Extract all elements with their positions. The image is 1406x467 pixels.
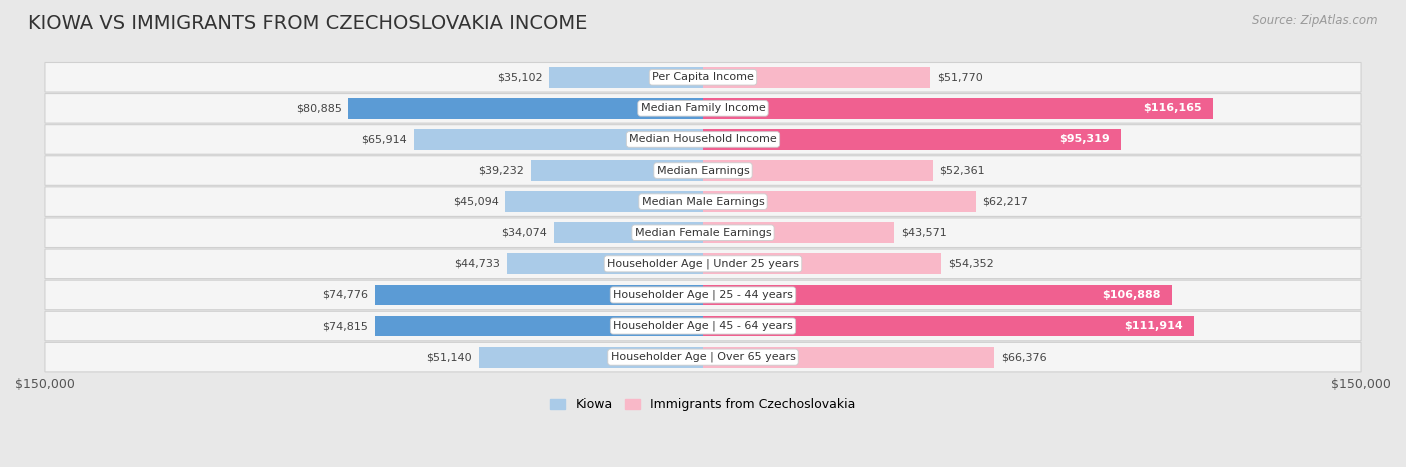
Text: $44,733: $44,733 (454, 259, 501, 269)
Text: $34,074: $34,074 (501, 228, 547, 238)
FancyBboxPatch shape (45, 342, 1361, 372)
Bar (548, 67, 703, 88)
Text: $54,352: $54,352 (948, 259, 994, 269)
Bar (349, 98, 703, 119)
Text: $80,885: $80,885 (295, 103, 342, 113)
Bar (506, 254, 703, 274)
Text: $51,140: $51,140 (426, 352, 472, 362)
Bar (413, 129, 703, 150)
Text: $95,319: $95,319 (1060, 134, 1111, 144)
Bar (703, 347, 994, 368)
Text: $43,571: $43,571 (901, 228, 946, 238)
FancyBboxPatch shape (45, 63, 1361, 92)
Text: Householder Age | Over 65 years: Householder Age | Over 65 years (610, 352, 796, 362)
FancyBboxPatch shape (45, 156, 1361, 185)
Text: KIOWA VS IMMIGRANTS FROM CZECHOSLOVAKIA INCOME: KIOWA VS IMMIGRANTS FROM CZECHOSLOVAKIA … (28, 14, 588, 33)
Bar (531, 160, 703, 181)
Bar (554, 222, 703, 243)
Text: $74,815: $74,815 (322, 321, 368, 331)
Text: $111,914: $111,914 (1125, 321, 1182, 331)
FancyBboxPatch shape (45, 280, 1361, 310)
Bar (703, 67, 931, 88)
Bar (703, 129, 1121, 150)
Text: $74,776: $74,776 (322, 290, 368, 300)
FancyBboxPatch shape (45, 93, 1361, 123)
Bar (703, 254, 942, 274)
Text: $106,888: $106,888 (1102, 290, 1161, 300)
Text: $39,232: $39,232 (478, 165, 524, 176)
Text: $66,376: $66,376 (1001, 352, 1046, 362)
Text: $35,102: $35,102 (496, 72, 543, 82)
Bar (505, 191, 703, 212)
Text: Per Capita Income: Per Capita Income (652, 72, 754, 82)
Text: Median Earnings: Median Earnings (657, 165, 749, 176)
Legend: Kiowa, Immigrants from Czechoslovakia: Kiowa, Immigrants from Czechoslovakia (546, 393, 860, 416)
FancyBboxPatch shape (45, 249, 1361, 279)
Text: $51,770: $51,770 (936, 72, 983, 82)
Bar (703, 191, 976, 212)
Bar (375, 284, 703, 305)
Text: $65,914: $65,914 (361, 134, 408, 144)
Text: Median Male Earnings: Median Male Earnings (641, 197, 765, 207)
Text: Householder Age | 45 - 64 years: Householder Age | 45 - 64 years (613, 321, 793, 331)
FancyBboxPatch shape (45, 311, 1361, 341)
Bar (703, 316, 1194, 336)
Bar (703, 284, 1173, 305)
Text: $45,094: $45,094 (453, 197, 499, 207)
Text: Householder Age | 25 - 44 years: Householder Age | 25 - 44 years (613, 290, 793, 300)
Text: $116,165: $116,165 (1143, 103, 1202, 113)
Text: $62,217: $62,217 (983, 197, 1028, 207)
Text: Source: ZipAtlas.com: Source: ZipAtlas.com (1253, 14, 1378, 27)
Bar (703, 98, 1212, 119)
Text: Median Family Income: Median Family Income (641, 103, 765, 113)
Text: Householder Age | Under 25 years: Householder Age | Under 25 years (607, 259, 799, 269)
Bar (703, 160, 932, 181)
Bar (703, 222, 894, 243)
Text: $52,361: $52,361 (939, 165, 986, 176)
Text: Median Female Earnings: Median Female Earnings (634, 228, 772, 238)
Text: Median Household Income: Median Household Income (628, 134, 778, 144)
Bar (375, 316, 703, 336)
Bar (478, 347, 703, 368)
FancyBboxPatch shape (45, 125, 1361, 154)
FancyBboxPatch shape (45, 187, 1361, 216)
FancyBboxPatch shape (45, 218, 1361, 248)
